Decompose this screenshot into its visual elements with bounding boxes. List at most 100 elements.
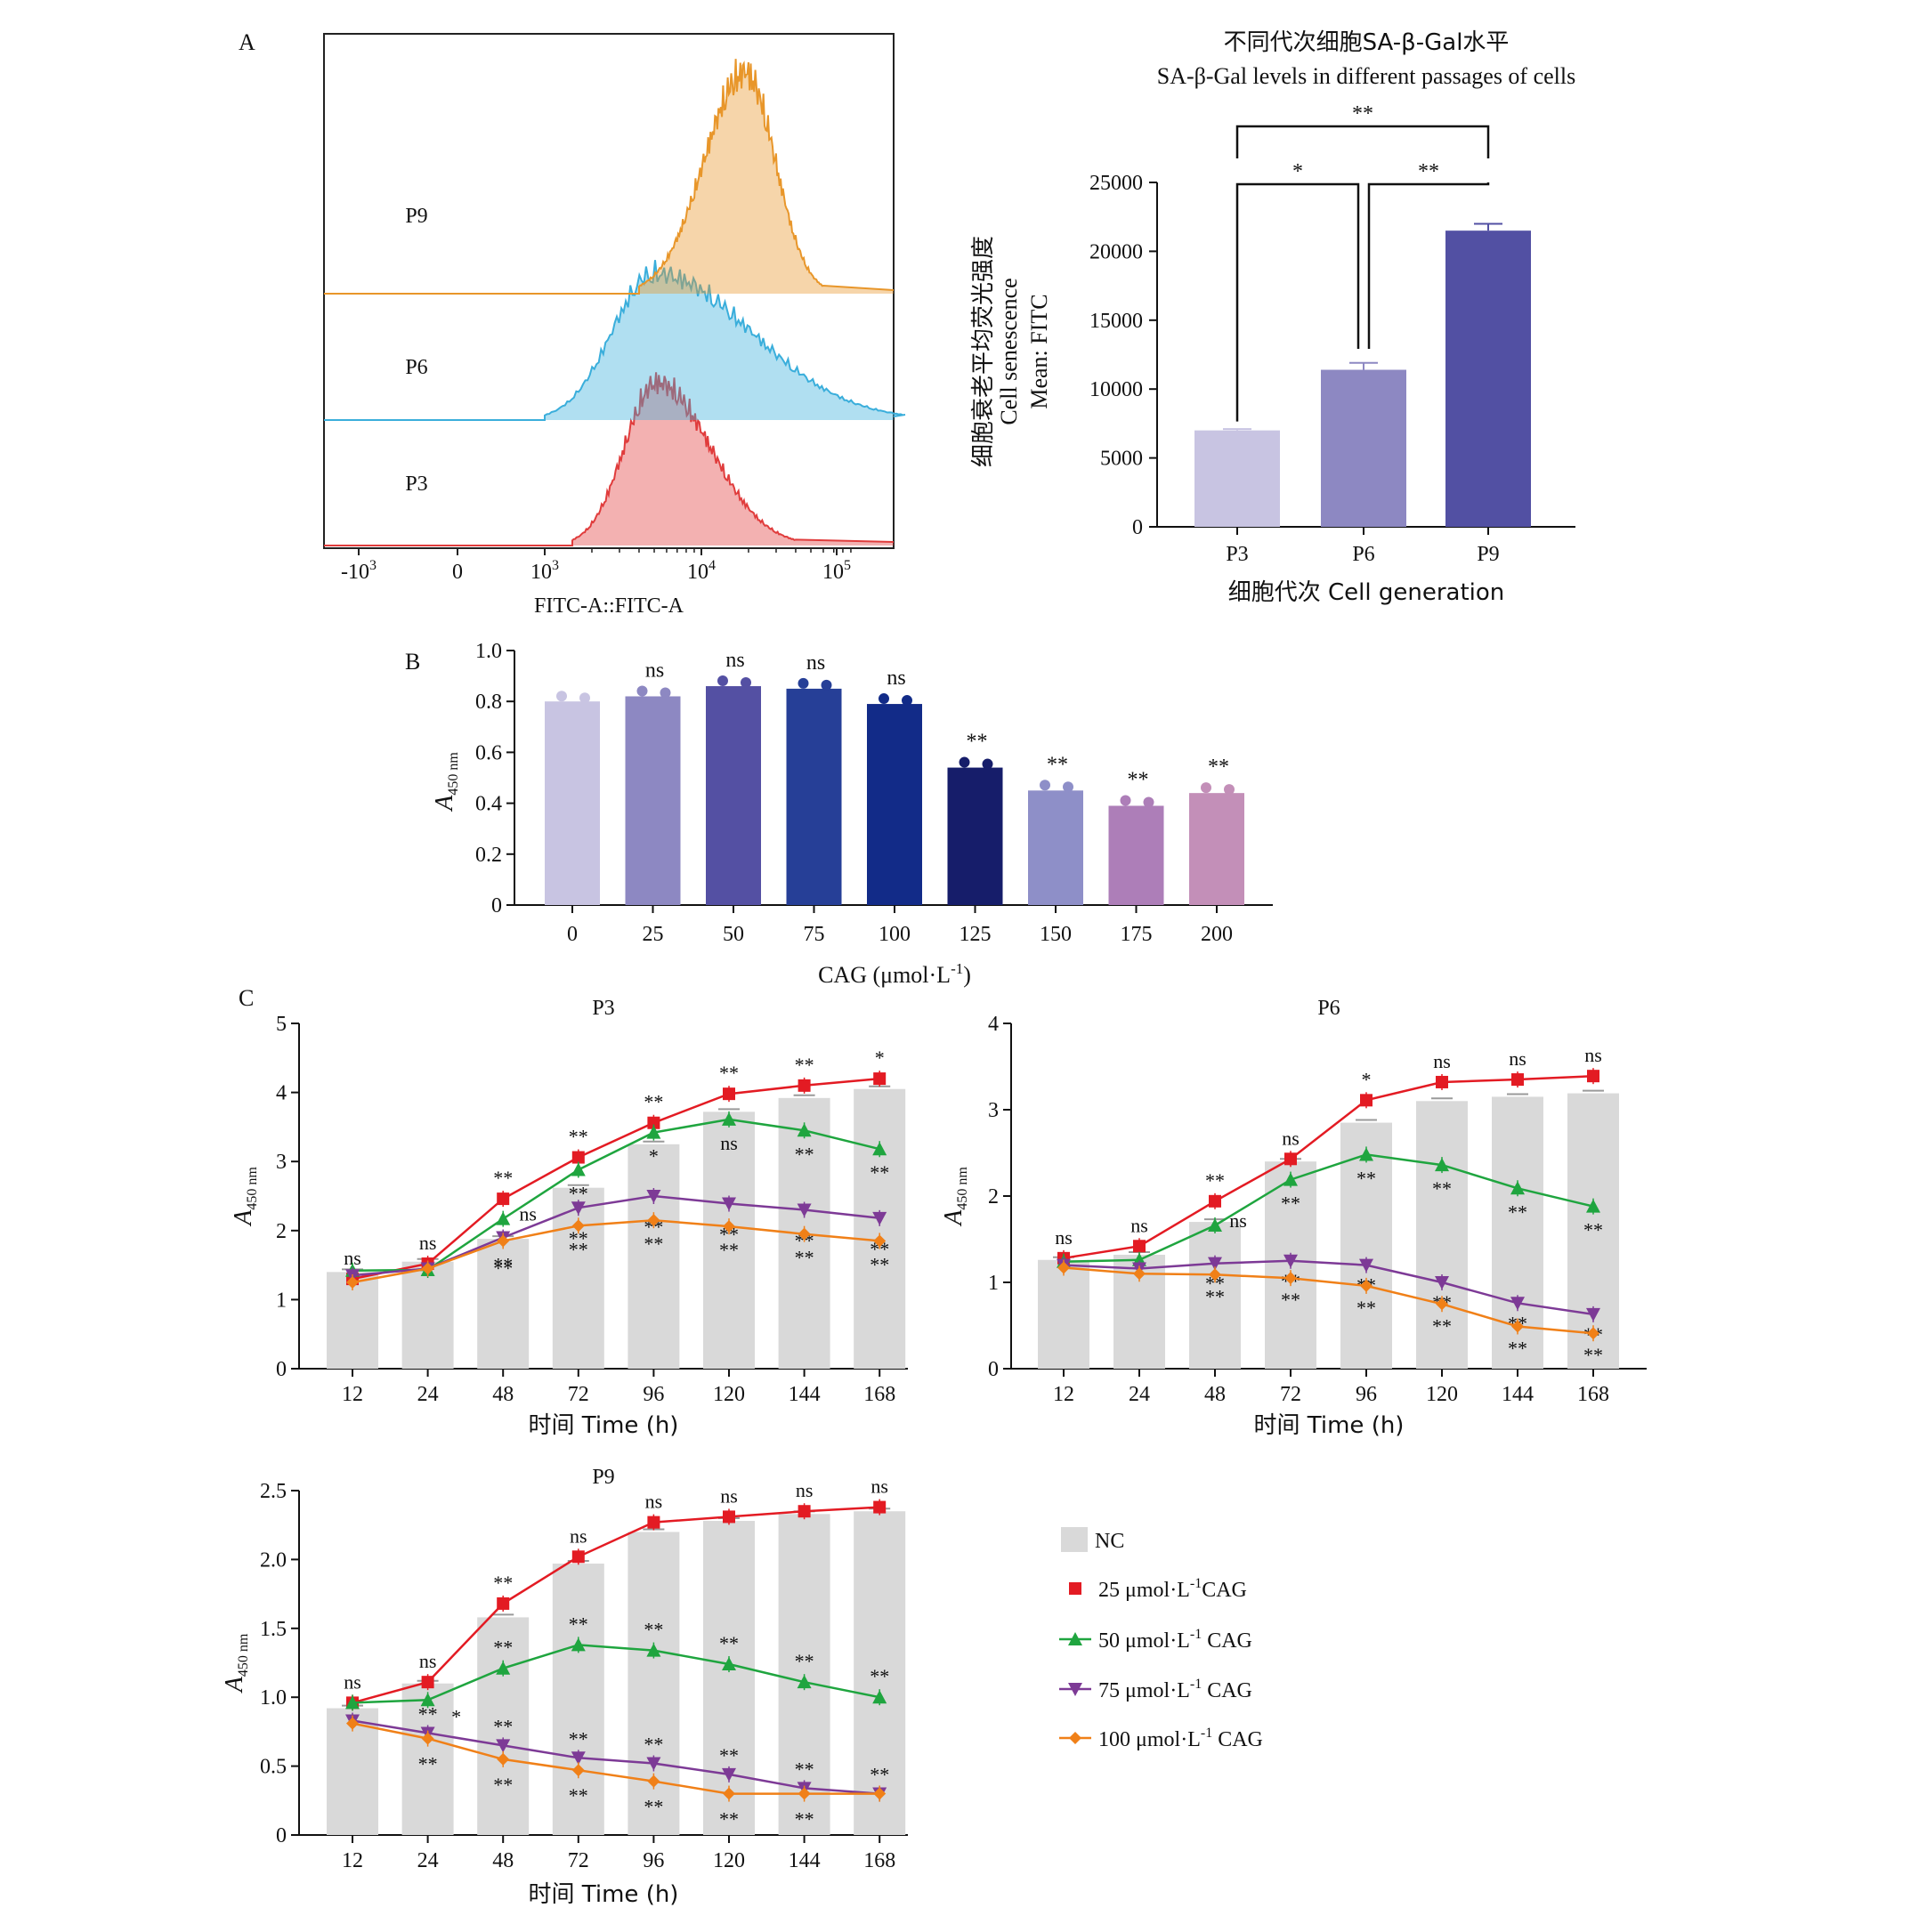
series-point-75-mol-l-1-cag <box>1510 1297 1525 1311</box>
series-point-100-mol-l-1-cag <box>421 1732 434 1745</box>
sig-mark: ** <box>870 1665 889 1687</box>
sig-mark: ** <box>1281 1192 1300 1215</box>
series-point-25-mol-l-1cag <box>1360 1094 1373 1107</box>
legend-label: 50 μmol·L-1 CAG <box>1098 1627 1252 1653</box>
sig-mark: ** <box>569 1126 588 1148</box>
series-point-50-mol-l-1-cag <box>420 1693 435 1707</box>
b-data-point <box>1040 780 1050 791</box>
series-point-100-mol-l-1-cag <box>1360 1279 1373 1292</box>
sig-mark: ** <box>569 1227 588 1249</box>
sig-mark: ** <box>569 1238 588 1260</box>
C_P3-x-axis-label: 时间 Time (h) <box>529 1412 679 1439</box>
b-x-tick-label: 100 <box>879 923 911 946</box>
line-x-tick-label: 144 <box>789 1849 821 1872</box>
series-point-75-mol-l-1-cag <box>797 1203 812 1217</box>
series-point-75-mol-l-1-cag <box>571 1751 586 1766</box>
b-data-point <box>741 677 751 689</box>
series-point-100-mol-l-1-cag <box>1587 1327 1599 1340</box>
b-data-point <box>879 693 889 705</box>
line-x-tick-label: 24 <box>417 1383 439 1406</box>
line-y-tick-label: 5 <box>276 1013 287 1036</box>
sig-mark: ** <box>644 1796 663 1818</box>
panel-label-b: B <box>405 649 420 675</box>
series-point-100-mol-l-1-cag <box>571 1219 585 1233</box>
series-line-100-mol-l-1-cag <box>352 1218 880 1284</box>
series-line-25-mol-l-1cag <box>352 1506 880 1704</box>
series-point-25-mol-l-1cag <box>723 1087 735 1101</box>
line-y-tick-label: 0 <box>988 1358 999 1381</box>
legend-label-nc: NC <box>1095 1530 1124 1553</box>
b-sig-mark: ns <box>887 667 905 690</box>
series-point-50-mol-l-1-cag <box>872 1690 887 1704</box>
series-point-100-mol-l-1-cag <box>1284 1272 1297 1285</box>
series-point-50-mol-l-1-cag <box>571 1637 586 1652</box>
cag-dose-bar-chart: 0 0.2 0.4 0.6 0.8 1.0 0 25 ns 50 ns 75 ns 100 ns 125 ** 1… <box>431 640 1273 988</box>
line-x-tick-label: 24 <box>417 1849 439 1872</box>
line-y-tick-label: 3 <box>988 1099 999 1122</box>
series-point-25-mol-l-1cag <box>1209 1194 1221 1208</box>
sig-mark: ns <box>419 1650 437 1672</box>
sig-mark: ** <box>493 1715 513 1737</box>
series-point-75-mol-l-1-cag <box>722 1767 736 1782</box>
sig-mark: ns <box>419 1232 437 1254</box>
series-point-25-mol-l-1cag <box>497 1597 510 1610</box>
series-point-75-mol-l-1-cag <box>1586 1307 1600 1322</box>
abar-y-tick-label: 25000 <box>1089 172 1143 195</box>
legend-marker <box>1069 1732 1081 1744</box>
sig-mark: ** <box>493 1167 513 1189</box>
hist-curve-p9 <box>324 59 895 295</box>
b-y-tick-label: 0.6 <box>475 741 502 764</box>
b-data-point <box>1063 781 1073 793</box>
series-point-100-mol-l-1-cag <box>346 1276 359 1289</box>
series-point-50-mol-l-1-cag <box>797 1675 812 1689</box>
series-point-100-mol-l-1-cag <box>798 1227 811 1241</box>
abar-y-label-en1: Cell senescence <box>996 278 1022 424</box>
sig-mark: ** <box>493 1637 513 1659</box>
line-x-tick-label: 12 <box>342 1849 363 1872</box>
series-line-100-mol-l-1-cag <box>1063 1266 1594 1335</box>
series-point-75-mol-l-1-cag <box>1208 1257 1222 1271</box>
series-point-50-mol-l-1-cag <box>797 1123 812 1137</box>
nc-bar <box>552 1564 604 1835</box>
b-y-tick-label: 0 <box>491 894 502 917</box>
sig-mark: ** <box>493 1257 513 1280</box>
b-x-tick-label: 200 <box>1201 923 1233 946</box>
b-data-point <box>636 685 648 697</box>
sig-mark: ** <box>719 1239 739 1261</box>
C_P6-title: P6 <box>1317 997 1340 1020</box>
sig-mark: ns <box>1130 1214 1148 1236</box>
line-y-tick-label: 3 <box>276 1151 287 1174</box>
series-point-50-mol-l-1-cag <box>1586 1199 1600 1213</box>
abar-bar-p9 <box>1445 230 1531 527</box>
b-data-point <box>959 756 970 768</box>
series-point-25-mol-l-1cag <box>647 1116 660 1129</box>
nc-bar <box>1189 1222 1241 1369</box>
sig-mark: ns <box>1433 1050 1451 1072</box>
line-x-tick-label: 48 <box>1204 1383 1226 1406</box>
b-data-point <box>798 677 809 689</box>
sig-mark: ** <box>644 1734 663 1756</box>
line-x-tick-label: 24 <box>1129 1383 1150 1406</box>
nc-bar <box>854 1088 906 1369</box>
b-sig-mark: ns <box>806 651 825 675</box>
hist-tick-label: 104 <box>687 558 716 584</box>
C_P6-x-axis-label: 时间 Time (h) <box>1254 1412 1405 1439</box>
series-point-25-mol-l-1cag <box>1587 1070 1599 1083</box>
series-point-50-mol-l-1-cag <box>646 1125 661 1139</box>
line-y-tick-label: 2 <box>988 1185 999 1209</box>
b-bar-25 <box>625 696 681 905</box>
b-bar-125 <box>947 767 1003 905</box>
line-y-tick-label: 2.5 <box>260 1480 287 1503</box>
p9-line-chart: 0 0.5 1.0 1.5 2.0 2.5 12 24 48 72 96 120 144 168 ns ns *… <box>221 1466 908 1908</box>
line-x-tick-label: 48 <box>492 1849 514 1872</box>
series-point-100-mol-l-1-cag <box>647 1774 660 1788</box>
sig-mark: ** <box>1281 1289 1300 1311</box>
legend: NC 25 μmol·L-1CAG 50 μmol·L-1 CAG 75 μmol·L… <box>1059 1527 1263 1751</box>
abar-y-label-cn: 细胞衰老平均荧光强度 <box>970 236 997 467</box>
series-point-25-mol-l-1cag <box>647 1516 660 1529</box>
abar-y-tick-label: 0 <box>1132 516 1143 539</box>
sig-mark: ** <box>1356 1297 1376 1319</box>
series-point-75-mol-l-1-cag <box>1359 1258 1373 1273</box>
